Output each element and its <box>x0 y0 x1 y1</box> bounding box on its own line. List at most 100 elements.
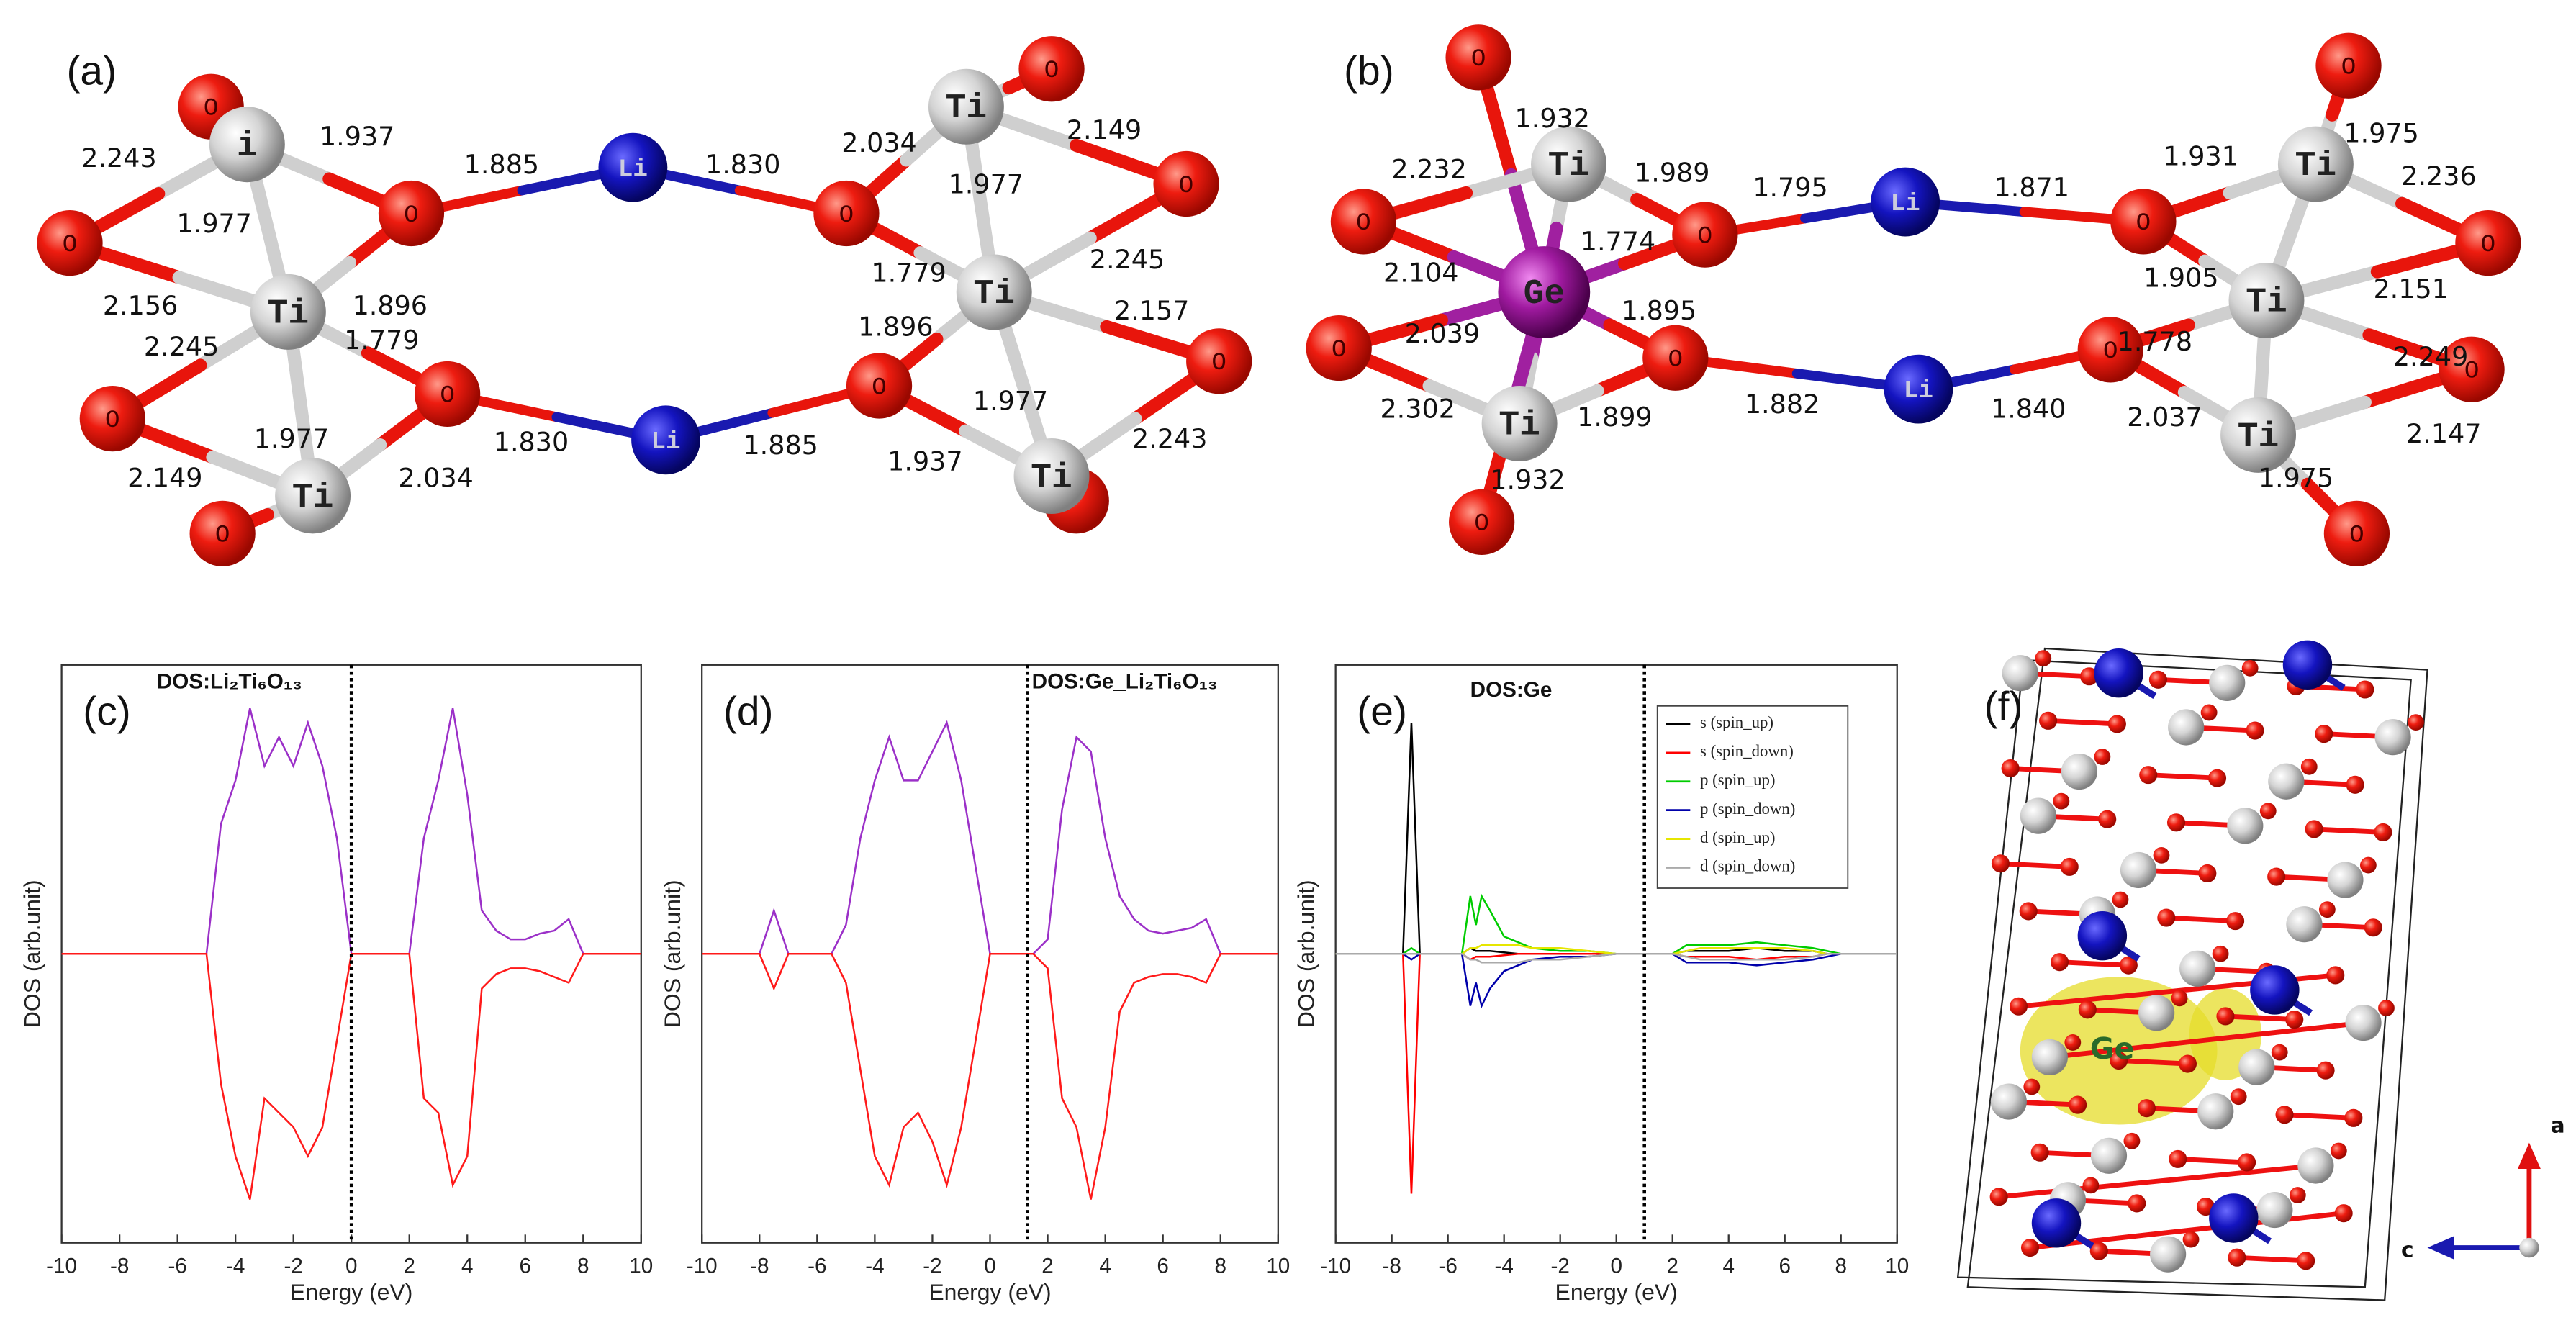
atom <box>2137 1099 2156 1118</box>
dos-line <box>1335 952 1897 1009</box>
atom <box>2112 891 2129 908</box>
x-tick-label: 6 <box>1157 1255 1169 1278</box>
x-tick-label: 10 <box>1266 1255 1290 1278</box>
atom <box>2064 1034 2082 1051</box>
atom <box>846 353 913 419</box>
atom-label: Ti <box>2238 417 2279 456</box>
bond-length-label: 1.977 <box>949 168 1023 199</box>
atom <box>2078 1000 2097 1019</box>
atom <box>1672 202 1738 268</box>
atom-label: Ge <box>2090 1031 2135 1066</box>
atom <box>2346 775 2364 794</box>
x-tick-label: 8 <box>577 1255 589 1278</box>
atom <box>1445 24 1511 91</box>
x-tick-label: -2 <box>923 1255 941 1278</box>
atom <box>2356 680 2374 699</box>
atom <box>1990 1083 2027 1120</box>
atom <box>2150 1236 2187 1273</box>
atom <box>2455 209 2521 276</box>
bond <box>2284 1112 2354 1121</box>
x-tick-label: 6 <box>1779 1255 1791 1278</box>
x-tick-label: 0 <box>984 1255 995 1278</box>
bond-length-label: 2.243 <box>81 143 156 173</box>
bond-length-label: 1.905 <box>2143 262 2218 293</box>
atom-label: O <box>1179 173 1194 200</box>
atom <box>2439 336 2505 402</box>
bond-length-label: 2.249 <box>2393 341 2468 372</box>
atom <box>2077 910 2128 961</box>
atom <box>2207 769 2227 787</box>
atom <box>2286 906 2323 943</box>
atom-label: Li <box>1904 378 1933 405</box>
atom <box>2220 397 2297 473</box>
atom <box>2169 1149 2187 1168</box>
bond-length-label: 2.034 <box>398 463 473 494</box>
bond <box>2313 826 2384 835</box>
legend-box <box>1656 705 1849 889</box>
chart-title: DOS:Ge <box>1470 678 1553 702</box>
atom <box>956 254 1032 330</box>
bond <box>2059 959 2129 968</box>
panel-label: (f) <box>1984 683 2023 729</box>
x-tick-label: -2 <box>1551 1255 1570 1278</box>
dos-chart: -10 -8 -6 -4 -2 0 2 4 6 8 10 Energy (eV) DOS (arb.un… <box>19 664 653 1305</box>
x-tick-label: 2 <box>403 1255 415 1278</box>
atom <box>2246 721 2264 740</box>
x-tick-label: 4 <box>1722 1255 1735 1278</box>
atom <box>2271 1044 2288 1061</box>
atom <box>2039 711 2058 730</box>
bond-length-label: 1.895 <box>1622 295 1696 326</box>
atom <box>2119 956 2138 975</box>
atom <box>2300 758 2318 775</box>
atom <box>2031 1039 2068 1076</box>
atom-label: O <box>404 202 419 230</box>
legend-label: s (spin_down) <box>1700 742 1794 760</box>
atom <box>1153 150 1219 217</box>
panel-label: (b) <box>1344 48 1394 94</box>
atom-label: O <box>2349 523 2364 550</box>
atom-label: O <box>204 96 219 123</box>
atom <box>2139 766 2158 785</box>
legend-label: p (spin_down) <box>1700 800 1795 818</box>
atom <box>2166 813 2186 832</box>
atom-label: O <box>1332 337 1347 364</box>
legend-label: d (spin_down) <box>1700 857 1795 875</box>
atom <box>2020 1239 2040 1257</box>
bond-length-label: 1.840 <box>1991 394 2066 425</box>
bond <box>2177 1156 2247 1165</box>
atom <box>2002 655 2038 692</box>
x-axis-label: Energy (eV) <box>1555 1279 1678 1305</box>
atom-label: O <box>1698 223 1713 250</box>
atom <box>1018 36 1085 102</box>
bond-length-label: 1.896 <box>353 290 428 321</box>
atom <box>2200 704 2218 721</box>
atom <box>2031 1198 2082 1248</box>
dos-line <box>1335 944 1897 955</box>
dos-line <box>702 720 1278 955</box>
bond-length-label: 2.302 <box>1380 394 1455 425</box>
atom <box>2019 902 2038 921</box>
atom <box>2238 1153 2256 1172</box>
x-tick-label: 10 <box>629 1255 653 1278</box>
atom <box>2316 1061 2335 1080</box>
chart-title: DOS:Li₂Ti₆O₁₃ <box>157 670 302 694</box>
unit-cell <box>1956 659 2412 1288</box>
bond-length-label: 1.830 <box>494 426 569 457</box>
bond-length-label: 1.937 <box>887 446 962 477</box>
atom <box>2285 1010 2304 1029</box>
atom <box>2345 1004 2382 1041</box>
atom <box>2060 857 2079 876</box>
atom <box>2267 867 2286 886</box>
x-tick-label: -6 <box>168 1255 186 1278</box>
crystal-structure: Ge (f) a c <box>1956 640 2565 1301</box>
atom-label: O <box>1356 210 1371 238</box>
x-tick-label: -10 <box>46 1255 77 1278</box>
atom <box>2323 500 2390 566</box>
atom <box>2241 659 2259 677</box>
atom <box>2359 856 2377 874</box>
atom-label: O <box>1211 350 1226 377</box>
atom <box>1013 438 1090 514</box>
bond-length-label: 1.931 <box>2163 140 2238 171</box>
dos-line <box>702 952 1278 1200</box>
